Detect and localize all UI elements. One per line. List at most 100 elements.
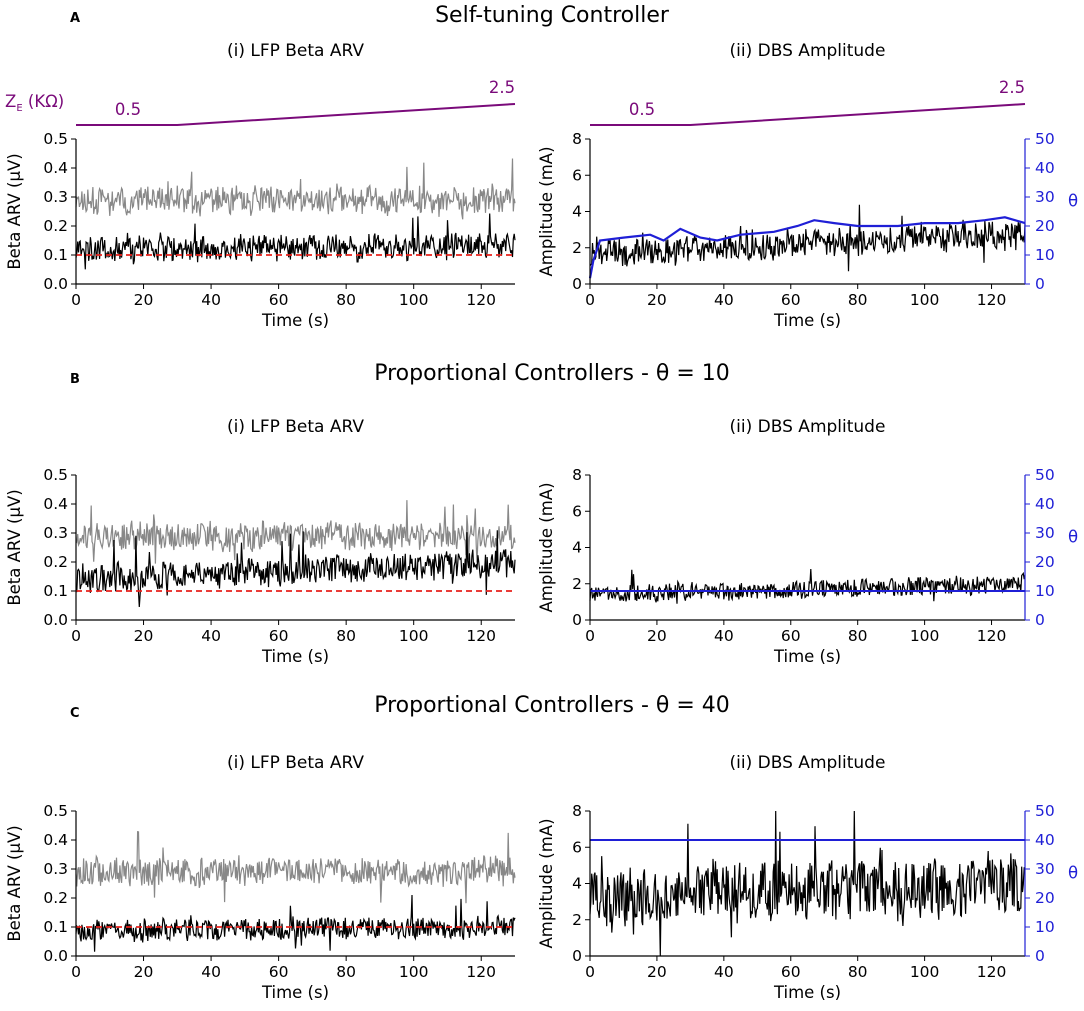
y-tick-label: 0.5 [43, 130, 68, 148]
y-tick-label: 0 [572, 275, 582, 293]
series-trace-0 [75, 158, 516, 220]
theta-tick-label: 10 [1035, 918, 1055, 936]
impedance-line [590, 103, 1026, 126]
x-axis-label: Time (s) [773, 647, 841, 666]
series-trace-0 [589, 204, 1026, 272]
x-tick-label: 100 [910, 291, 940, 309]
theta-tick-label: 50 [1035, 802, 1055, 820]
theta-tick-label: 20 [1035, 889, 1055, 907]
y-axis-label: Amplitude (mA) [537, 482, 556, 612]
y-tick-label: 0.0 [43, 275, 68, 293]
y-tick-label: 0.1 [43, 246, 68, 264]
theta-tick-label: 0 [1035, 947, 1045, 965]
theta-tick-label: 0 [1035, 611, 1045, 629]
x-tick-label: 20 [134, 627, 154, 645]
chart-b-left: (i) LFP Beta ARV 0 20 40 60 80 100 120 0.0 0.1 0.2… [5, 417, 516, 666]
x-tick-label: 80 [336, 963, 356, 981]
y-tick-label: 0.5 [43, 466, 68, 484]
impedance-label: ZE (KΩ) [5, 92, 64, 114]
y-tick-label: 4 [572, 203, 582, 221]
x-tick-label: 20 [647, 627, 667, 645]
x-tick-label: 40 [714, 963, 734, 981]
y-tick-label: 0.3 [43, 524, 68, 542]
panel-letter: A [70, 11, 80, 26]
x-tick-label: 60 [781, 963, 801, 981]
y-tick-label: 0.2 [43, 889, 68, 907]
x-tick-label: 60 [781, 627, 801, 645]
theta-axis-label: θ [1068, 864, 1078, 883]
x-tick-label: 0 [585, 963, 595, 981]
x-tick-label: 60 [781, 291, 801, 309]
x-tick-label: 120 [466, 963, 496, 981]
series-trace-0 [75, 500, 516, 564]
x-axis-label: Time (s) [261, 983, 329, 1002]
y-tick-label: 2 [572, 575, 582, 593]
x-tick-label: 80 [336, 291, 356, 309]
series-trace-0 [589, 810, 1026, 957]
panel-subtitle: (i) LFP Beta ARV [227, 41, 364, 61]
x-tick-label: 0 [585, 291, 595, 309]
theta-tick-label: 50 [1035, 466, 1055, 484]
x-tick-label: 0 [71, 963, 81, 981]
theta-tick-label: 30 [1035, 188, 1055, 206]
x-tick-label: 40 [714, 627, 734, 645]
series-trace-1 [75, 894, 516, 952]
section-title: Self-tuning Controller [435, 3, 670, 28]
y-tick-label: 0.2 [43, 553, 68, 571]
theta-tick-label: 20 [1035, 217, 1055, 235]
y-tick-label: 0.3 [43, 188, 68, 206]
y-tick-label: 8 [572, 802, 582, 820]
y-tick-label: 0.1 [43, 582, 68, 600]
panel-subtitle: (i) LFP Beta ARV [227, 753, 364, 773]
series-trace-1 [75, 213, 516, 270]
x-tick-label: 40 [714, 291, 734, 309]
series-trace-0 [75, 830, 516, 904]
y-tick-label: 6 [572, 502, 582, 520]
theta-tick-label: 20 [1035, 553, 1055, 571]
y-tick-label: 0.3 [43, 860, 68, 878]
y-tick-label: 8 [572, 466, 582, 484]
x-axis-label: Time (s) [261, 311, 329, 330]
y-axis-label: Beta ARV (μV) [5, 825, 24, 941]
x-tick-label: 120 [977, 627, 1007, 645]
theta-axis-label: θ [1068, 192, 1078, 211]
x-tick-label: 100 [910, 963, 940, 981]
panel-subtitle: (ii) DBS Amplitude [730, 41, 886, 61]
impedance-start-value: 0.5 [629, 100, 655, 119]
x-axis-label: Time (s) [773, 311, 841, 330]
x-tick-label: 100 [399, 627, 429, 645]
y-tick-label: 6 [572, 838, 582, 856]
x-tick-label: 100 [399, 291, 429, 309]
y-tick-label: 0.4 [43, 159, 68, 177]
panel-letter: C [70, 706, 80, 721]
y-tick-label: 4 [572, 875, 582, 893]
x-tick-label: 120 [466, 627, 496, 645]
y-axis-label: Amplitude (mA) [537, 818, 556, 948]
x-tick-label: 20 [647, 291, 667, 309]
theta-tick-label: 0 [1035, 275, 1045, 293]
y-tick-label: 0.0 [43, 947, 68, 965]
theta-tick-label: 30 [1035, 524, 1055, 542]
y-axis-label: Beta ARV (μV) [5, 153, 24, 269]
section-title: Proportional Controllers - θ = 40 [374, 693, 730, 718]
x-tick-label: 0 [71, 627, 81, 645]
x-tick-label: 80 [848, 627, 868, 645]
y-axis-label: Beta ARV (μV) [5, 489, 24, 605]
panel-subtitle: (ii) DBS Amplitude [730, 417, 886, 437]
theta-tick-label: 30 [1035, 860, 1055, 878]
impedance-end-value: 2.5 [489, 78, 515, 97]
x-tick-label: 40 [201, 963, 221, 981]
x-tick-label: 120 [977, 963, 1007, 981]
x-tick-label: 20 [134, 291, 154, 309]
impedance-end-value: 2.5 [999, 78, 1025, 97]
y-tick-label: 0.0 [43, 611, 68, 629]
chart-a-left: (i) LFP Beta ARV 0 20 40 60 80 100 120 0.0 0.1 0.2… [5, 41, 516, 330]
x-tick-label: 0 [71, 291, 81, 309]
y-axis-label: Amplitude (mA) [537, 146, 556, 276]
x-tick-label: 80 [848, 291, 868, 309]
y-tick-label: 6 [572, 166, 582, 184]
theta-tick-label: 40 [1035, 495, 1055, 513]
x-tick-label: 120 [977, 291, 1007, 309]
